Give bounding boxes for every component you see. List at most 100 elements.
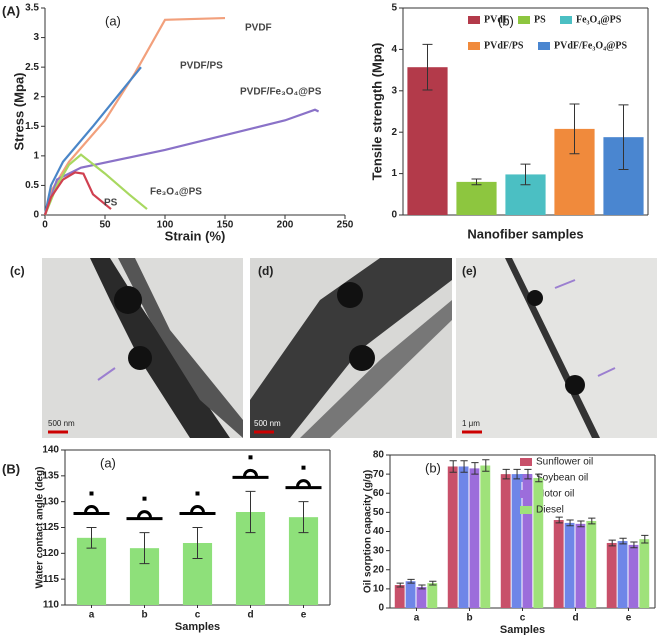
error-bar [566,519,574,527]
x-tick-label: c [520,613,526,624]
bar [427,583,438,608]
y-axis-title: Tensile strength (Mpa) [369,43,384,181]
legend-label: PS [534,14,546,25]
bar [76,537,107,605]
micrograph-label: (e) [462,264,477,278]
line [43,108,320,216]
droplet-icon [232,468,269,479]
bar [553,520,564,608]
bar [639,539,650,608]
scale-bar-label: 500 nm [254,419,281,428]
x-axis-title: Samples [175,621,220,633]
y-tick-label: 1.5 [25,121,39,132]
error-bar [524,468,532,480]
bar [564,522,575,608]
error-bar [418,584,426,590]
bar [458,466,469,608]
error-bar [139,532,150,565]
y-tick-label: 135 [42,470,59,481]
legend-swatch [520,458,532,466]
legend-swatch [560,16,572,24]
error-bar [608,539,616,547]
error-bar [619,537,627,545]
line [43,153,148,216]
error-bar [429,580,437,586]
micrograph: 500 nm [250,258,452,438]
error-bar [577,520,585,528]
bar [617,541,628,608]
droplet-icon [89,491,94,496]
x-tick-label: e [626,613,632,624]
error-bar [460,460,468,473]
x-tick-label: 50 [99,220,111,231]
legend-swatch [468,42,480,50]
bar [511,474,522,608]
droplet-icon [248,455,253,460]
error-bar [471,462,479,475]
legend-label: PVdF/Fe₃O₄@PS [554,40,628,51]
x-tick-label: 0 [42,220,48,231]
y-tick-label: 110 [43,600,60,611]
panel-label: (a) [105,13,121,28]
legend-label: Sunflower oil [536,457,593,468]
x-tick-label: e [301,610,307,621]
error-bar [422,43,433,91]
x-axis-title: Nanofiber samples [467,226,583,241]
y-tick-label: 5 [391,3,397,14]
droplet-icon [126,510,163,521]
x-tick-label: c [195,610,201,621]
y-tick-label: 50 [373,507,385,518]
droplet-icon [285,479,322,490]
y-axis-title: Stress (Mpa) [11,72,26,150]
bar [456,181,497,215]
y-tick-label: 20 [373,564,385,575]
x-tick-label: b [141,610,147,621]
legend-swatch [520,506,532,514]
y-tick-label: 140 [42,445,59,456]
y-axis-title: Water contact angle (deg) [35,467,46,589]
x-tick-label: 150 [217,220,234,231]
x-tick-label: d [572,613,578,624]
bar [522,474,533,608]
x-axis-title: Strain (%) [165,228,226,243]
droplet-icon [142,496,147,501]
droplet-icon [195,491,200,496]
error-bar [407,578,415,584]
x-tick-label: 100 [157,220,174,231]
y-axis-title: Oil sorption capacity (g/g) [363,470,374,593]
x-tick-label: a [89,610,95,621]
y-tick-label: 40 [373,526,385,537]
error-bar [502,468,510,480]
micrograph: 500 nm [42,258,243,438]
x-tick-label: b [466,613,472,624]
legend-label: Fe₃O₄@PS [576,14,622,25]
y-tick-label: 1 [391,168,397,179]
error-bar [298,501,309,534]
micrograph: 1 μm [456,258,657,438]
line [43,66,142,216]
error-bar [86,527,97,549]
error-bar [588,517,596,525]
line-label: PVDF/PS [180,61,223,72]
panel-label: (B) [2,461,20,476]
bar [407,67,448,216]
error-bar [513,468,521,480]
micrograph-label: (d) [258,264,273,278]
line-label: PS [104,198,118,209]
micrograph-label: (c) [10,264,25,278]
y-tick-label: 0 [33,210,39,221]
error-bar [396,582,404,588]
y-tick-label: 125 [42,522,59,533]
y-tick-label: 1 [33,150,39,161]
legend-label: PVdF/PS [484,40,524,51]
bar [394,585,405,608]
error-bar [535,473,543,483]
bar [500,474,511,608]
y-tick-label: 2.5 [25,62,39,73]
line-label: PVDF [245,23,272,34]
line-label: PVDF/Fe₃O₄@PS [240,87,322,98]
y-tick-label: 80 [373,450,385,461]
y-tick-label: 115 [43,574,60,585]
bar [447,466,458,608]
